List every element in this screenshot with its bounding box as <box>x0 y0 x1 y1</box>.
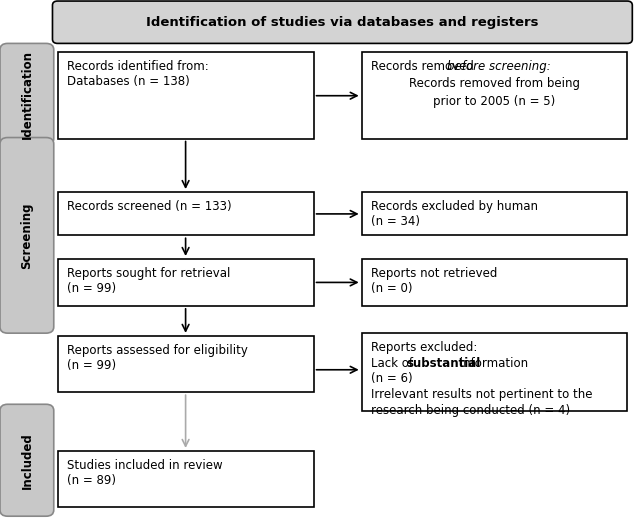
Text: Records excluded by human
(n = 34): Records excluded by human (n = 34) <box>371 200 538 228</box>
Text: Reports not retrieved
(n = 0): Reports not retrieved (n = 0) <box>371 267 497 295</box>
Bar <box>58 52 314 139</box>
Text: Records removed from being: Records removed from being <box>409 77 580 90</box>
Text: Irrelevant results not pertinent to the: Irrelevant results not pertinent to the <box>371 388 593 401</box>
Text: information: information <box>456 357 529 370</box>
Text: Reports assessed for eligibility
(n = 99): Reports assessed for eligibility (n = 99… <box>67 344 248 372</box>
Text: Records removed: Records removed <box>371 60 478 73</box>
Bar <box>58 451 314 507</box>
Text: Included: Included <box>20 432 33 488</box>
Text: Records identified from:
Databases (n = 138): Records identified from: Databases (n = … <box>67 60 209 88</box>
Bar <box>58 259 314 306</box>
Text: research being conducted (n = 4): research being conducted (n = 4) <box>371 404 570 417</box>
FancyBboxPatch shape <box>0 138 54 333</box>
FancyBboxPatch shape <box>0 43 54 145</box>
Text: Screening: Screening <box>20 202 33 269</box>
Text: (n = 6): (n = 6) <box>371 372 413 385</box>
FancyBboxPatch shape <box>0 404 54 516</box>
Bar <box>362 52 627 139</box>
Bar <box>362 259 627 306</box>
Text: substantial: substantial <box>406 357 481 370</box>
Text: Identification of studies via databases and registers: Identification of studies via databases … <box>146 16 539 29</box>
Text: Reports sought for retrieval
(n = 99): Reports sought for retrieval (n = 99) <box>67 267 230 295</box>
Bar <box>58 192 314 235</box>
Bar <box>362 192 627 235</box>
Text: Records screened (n = 133): Records screened (n = 133) <box>67 200 232 213</box>
Text: Studies included in review
(n = 89): Studies included in review (n = 89) <box>67 459 223 487</box>
Text: Identification: Identification <box>20 50 33 139</box>
Bar <box>58 336 314 392</box>
Bar <box>362 333 627 411</box>
Text: Reports excluded:: Reports excluded: <box>371 341 477 354</box>
FancyBboxPatch shape <box>52 1 632 43</box>
Text: prior to 2005 (n = 5): prior to 2005 (n = 5) <box>433 95 556 108</box>
Text: Lack of: Lack of <box>371 357 417 370</box>
Text: before screening:: before screening: <box>447 60 550 73</box>
